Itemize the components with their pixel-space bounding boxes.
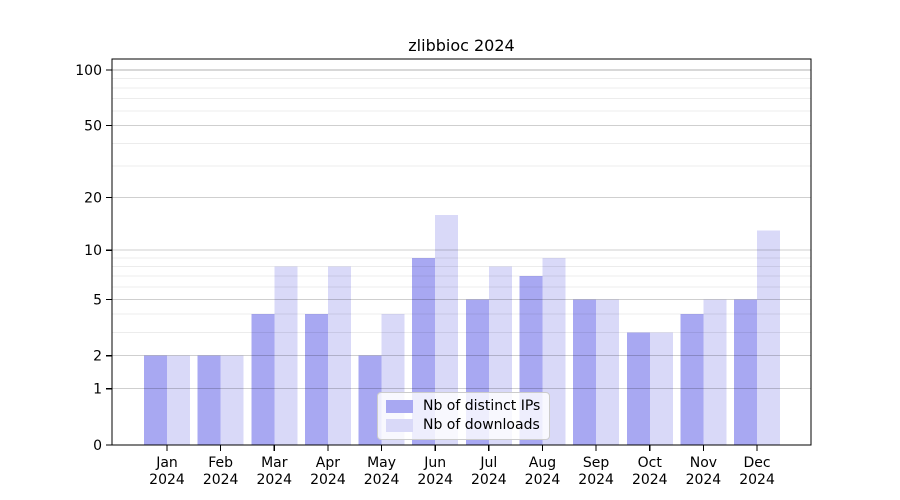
x-tick-month-label: Jun	[423, 455, 446, 471]
bar-downloads-sep	[596, 299, 620, 445]
legend-item: Nb of distinct IPs	[386, 398, 540, 415]
y-tick-label: 20	[84, 191, 102, 207]
bar-distinct-ips-mar	[251, 314, 275, 445]
x-tick-year-label: 2024	[310, 472, 346, 488]
x-tick-month-label: Aug	[529, 455, 556, 471]
x-tick-year-label: 2024	[632, 472, 668, 488]
legend-item: Nb of downloads	[386, 417, 540, 434]
x-tick-year-label: 2024	[364, 472, 400, 488]
legend-label: Nb of distinct IPs	[423, 398, 541, 414]
x-tick-year-label: 2024	[256, 472, 292, 488]
y-tick-label: 100	[75, 63, 102, 79]
bar-downloads-oct	[649, 332, 673, 445]
x-tick-year-label: 2024	[686, 472, 722, 488]
bar-distinct-ips-dec	[734, 299, 758, 445]
legend-label: Nb of downloads	[423, 417, 540, 433]
x-tick-year-label: 2024	[149, 472, 185, 488]
bar-downloads-jun	[435, 214, 459, 445]
x-tick-month-label: May	[367, 455, 396, 471]
bar-distinct-ips-oct	[626, 332, 650, 445]
bar-distinct-ips-may	[358, 355, 382, 445]
chart-title: zlibbioc 2024	[408, 36, 515, 55]
x-tick-year-label: 2024	[203, 472, 239, 488]
legend: Nb of distinct IPs Nb of downloads	[377, 392, 550, 440]
x-tick-year-label: 2024	[578, 472, 614, 488]
y-tick-label: 2	[93, 349, 102, 365]
y-tick-label: 50	[84, 119, 102, 135]
bar-downloads-feb	[220, 355, 244, 445]
legend-swatch-distinct-ips	[386, 400, 413, 413]
bar-distinct-ips-apr	[304, 314, 328, 445]
bar-distinct-ips-jan	[144, 355, 167, 445]
x-tick-month-label: Nov	[690, 455, 717, 471]
x-tick-year-label: 2024	[471, 472, 507, 488]
x-tick-month-label: Oct	[638, 455, 663, 471]
bar-distinct-ips-feb	[197, 355, 221, 445]
y-tick-label: 5	[93, 292, 102, 308]
x-tick-year-label: 2024	[739, 472, 775, 488]
x-tick-month-label: Feb	[208, 455, 233, 471]
bar-downloads-nov	[703, 299, 727, 445]
x-tick-month-label: Mar	[261, 455, 288, 471]
x-tick-year-label: 2024	[417, 472, 453, 488]
plot-border	[111, 58, 812, 446]
x-tick-year-label: 2024	[525, 472, 561, 488]
x-tick-month-label: Apr	[316, 455, 340, 471]
x-tick-month-label: Jul	[479, 455, 497, 471]
y-tick-label: 1	[93, 382, 102, 398]
x-tick-month-label: Jan	[155, 455, 178, 471]
bar-distinct-ips-nov	[680, 314, 704, 445]
bar-downloads-mar	[274, 266, 298, 445]
bar-distinct-ips-sep	[573, 299, 597, 445]
x-tick-month-label: Sep	[583, 455, 610, 471]
bar-downloads-jan	[167, 355, 190, 445]
bar-downloads-apr	[327, 266, 351, 445]
legend-swatch-downloads	[386, 419, 413, 432]
bar-downloads-dec	[757, 230, 781, 445]
x-tick-month-label: Dec	[743, 455, 770, 471]
y-tick-label: 0	[93, 438, 102, 454]
y-tick-label: 10	[84, 243, 102, 259]
